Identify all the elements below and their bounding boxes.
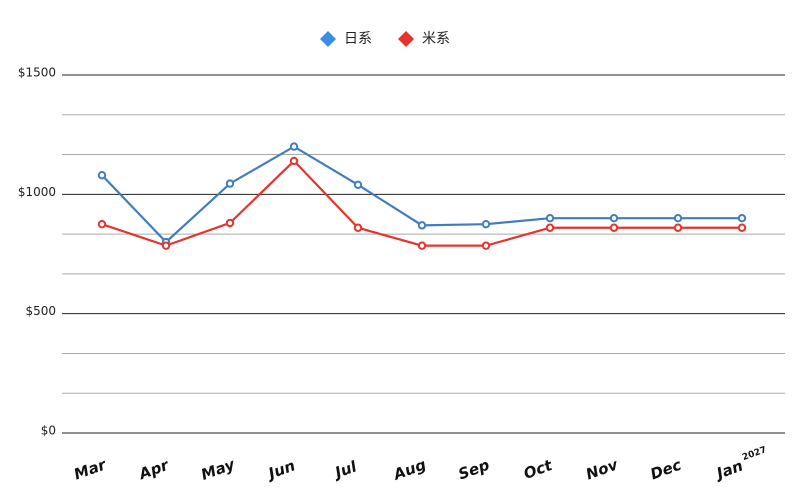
point	[353, 180, 363, 189]
x-tick: Oct	[521, 456, 555, 483]
x-tick: Aug	[390, 455, 428, 484]
x-tick-label: Nov	[583, 455, 621, 483]
x-tick-label: Jun	[263, 456, 297, 483]
legend-label: 米系	[422, 31, 450, 47]
point	[225, 218, 235, 228]
point	[545, 223, 555, 232]
legend-marker	[398, 31, 414, 47]
series-line	[101, 159, 742, 247]
y-tick-label: $500	[25, 304, 56, 318]
x-tick-label: Dec	[648, 456, 684, 484]
point	[289, 156, 299, 166]
point	[609, 214, 619, 223]
x-tick-label: Jul	[330, 457, 360, 483]
point	[609, 223, 619, 232]
x-tick-label: Mar	[72, 455, 110, 484]
point	[97, 219, 107, 229]
x-tick-label: Oct	[521, 456, 555, 483]
legend-marker	[320, 31, 336, 47]
x-tick: Sep	[456, 456, 492, 484]
x-tick: Nov	[583, 455, 621, 483]
x-tick-label: Sep	[456, 456, 492, 484]
point	[225, 179, 235, 188]
point	[481, 219, 491, 229]
legend-item: 日系	[320, 31, 372, 47]
y-tick-label: $0	[41, 424, 56, 438]
x-tick: May	[199, 455, 239, 484]
x-tick: Dec	[648, 456, 684, 484]
x-tick-label: May	[199, 455, 239, 484]
point	[737, 214, 747, 223]
point	[417, 221, 427, 230]
x-tick: Jul	[330, 457, 360, 483]
point	[353, 223, 363, 232]
point	[673, 223, 683, 232]
legend-label: 日系	[344, 31, 372, 47]
point	[737, 223, 747, 232]
point	[545, 214, 555, 223]
point	[673, 214, 683, 223]
point	[161, 241, 171, 250]
point	[417, 241, 427, 250]
x-tick-label: Aug	[390, 455, 428, 484]
point	[97, 171, 107, 180]
x-tick-label: Apr	[136, 455, 173, 483]
point	[481, 241, 491, 250]
x-tick: Apr	[136, 455, 173, 483]
x-tick-superscript: 2027	[741, 445, 768, 463]
x-tick: Jun	[263, 456, 297, 483]
y-tick-label: $1500	[18, 66, 56, 80]
legend-item: 米系	[398, 31, 450, 47]
x-tick-label: Jan	[712, 457, 746, 484]
point	[289, 142, 299, 151]
y-tick-label: $1000	[18, 185, 56, 199]
x-tick: Mar	[72, 455, 110, 484]
